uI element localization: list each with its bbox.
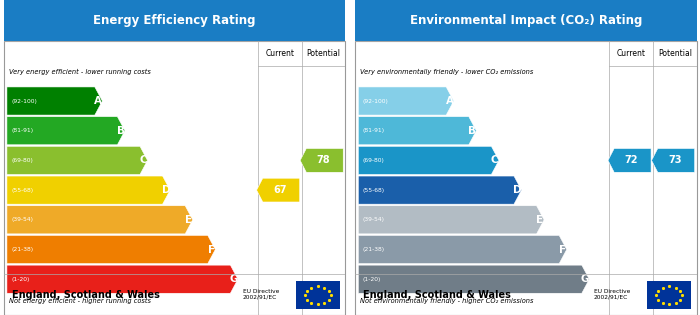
- Polygon shape: [7, 146, 148, 175]
- Text: Very energy efficient - lower running costs: Very energy efficient - lower running co…: [8, 69, 150, 75]
- Bar: [4, 41, 345, 315]
- Text: England, Scotland & Wales: England, Scotland & Wales: [363, 289, 511, 300]
- Polygon shape: [358, 206, 544, 234]
- Text: E: E: [185, 215, 193, 225]
- Bar: [355, 41, 696, 315]
- Text: England, Scotland & Wales: England, Scotland & Wales: [12, 289, 160, 300]
- Bar: [355, 0, 696, 41]
- Text: D: D: [162, 185, 170, 195]
- Polygon shape: [7, 235, 216, 264]
- Text: (69-80): (69-80): [363, 158, 384, 163]
- Text: G: G: [230, 274, 238, 284]
- Polygon shape: [7, 265, 238, 293]
- Text: Not energy efficient - higher running costs: Not energy efficient - higher running co…: [8, 298, 150, 304]
- Text: (1-20): (1-20): [11, 277, 29, 282]
- Bar: [4, 0, 345, 41]
- Text: Environmental Impact (CO₂) Rating: Environmental Impact (CO₂) Rating: [410, 14, 642, 27]
- Polygon shape: [300, 148, 343, 172]
- Text: E: E: [536, 215, 544, 225]
- Polygon shape: [608, 148, 651, 172]
- Text: (92-100): (92-100): [11, 99, 37, 104]
- Polygon shape: [358, 265, 589, 293]
- Text: (69-80): (69-80): [11, 158, 33, 163]
- Polygon shape: [7, 87, 102, 115]
- Polygon shape: [358, 87, 454, 115]
- Text: Current: Current: [265, 49, 295, 58]
- Text: (21-38): (21-38): [11, 247, 33, 252]
- Text: Not environmentally friendly - higher CO₂ emissions: Not environmentally friendly - higher CO…: [360, 298, 533, 304]
- Text: (81-91): (81-91): [363, 128, 384, 133]
- Text: A: A: [446, 96, 454, 106]
- Text: Current: Current: [617, 49, 646, 58]
- Text: Potential: Potential: [658, 49, 692, 58]
- Text: (1-20): (1-20): [363, 277, 381, 282]
- Text: D: D: [513, 185, 522, 195]
- Text: F: F: [559, 244, 566, 255]
- Polygon shape: [358, 117, 476, 145]
- Polygon shape: [7, 206, 192, 234]
- Text: F: F: [208, 244, 215, 255]
- Polygon shape: [7, 176, 170, 204]
- Text: 72: 72: [624, 155, 638, 165]
- Text: (81-91): (81-91): [11, 128, 33, 133]
- Text: 73: 73: [668, 155, 682, 165]
- Polygon shape: [257, 178, 300, 202]
- Text: EU Directive
2002/91/EC: EU Directive 2002/91/EC: [243, 289, 279, 300]
- Text: 67: 67: [273, 185, 286, 195]
- Bar: [647, 281, 692, 309]
- Polygon shape: [358, 146, 499, 175]
- Text: (39-54): (39-54): [363, 217, 384, 222]
- Polygon shape: [358, 176, 522, 204]
- Text: EU Directive
2002/91/EC: EU Directive 2002/91/EC: [594, 289, 631, 300]
- Text: (55-68): (55-68): [11, 188, 33, 192]
- Text: (21-38): (21-38): [363, 247, 384, 252]
- Text: (92-100): (92-100): [363, 99, 389, 104]
- Text: B: B: [468, 126, 476, 136]
- Polygon shape: [358, 235, 567, 264]
- Polygon shape: [652, 148, 694, 172]
- Text: Energy Efficiency Rating: Energy Efficiency Rating: [93, 14, 256, 27]
- Text: (39-54): (39-54): [11, 217, 33, 222]
- Text: C: C: [139, 155, 147, 165]
- Text: G: G: [581, 274, 589, 284]
- Bar: [295, 281, 340, 309]
- Text: C: C: [491, 155, 498, 165]
- Text: Potential: Potential: [307, 49, 340, 58]
- Polygon shape: [7, 117, 125, 145]
- Text: A: A: [94, 96, 102, 106]
- Text: Very environmentally friendly - lower CO₂ emissions: Very environmentally friendly - lower CO…: [360, 69, 533, 75]
- Text: 78: 78: [316, 155, 330, 165]
- Text: B: B: [117, 126, 125, 136]
- Text: (55-68): (55-68): [363, 188, 384, 192]
